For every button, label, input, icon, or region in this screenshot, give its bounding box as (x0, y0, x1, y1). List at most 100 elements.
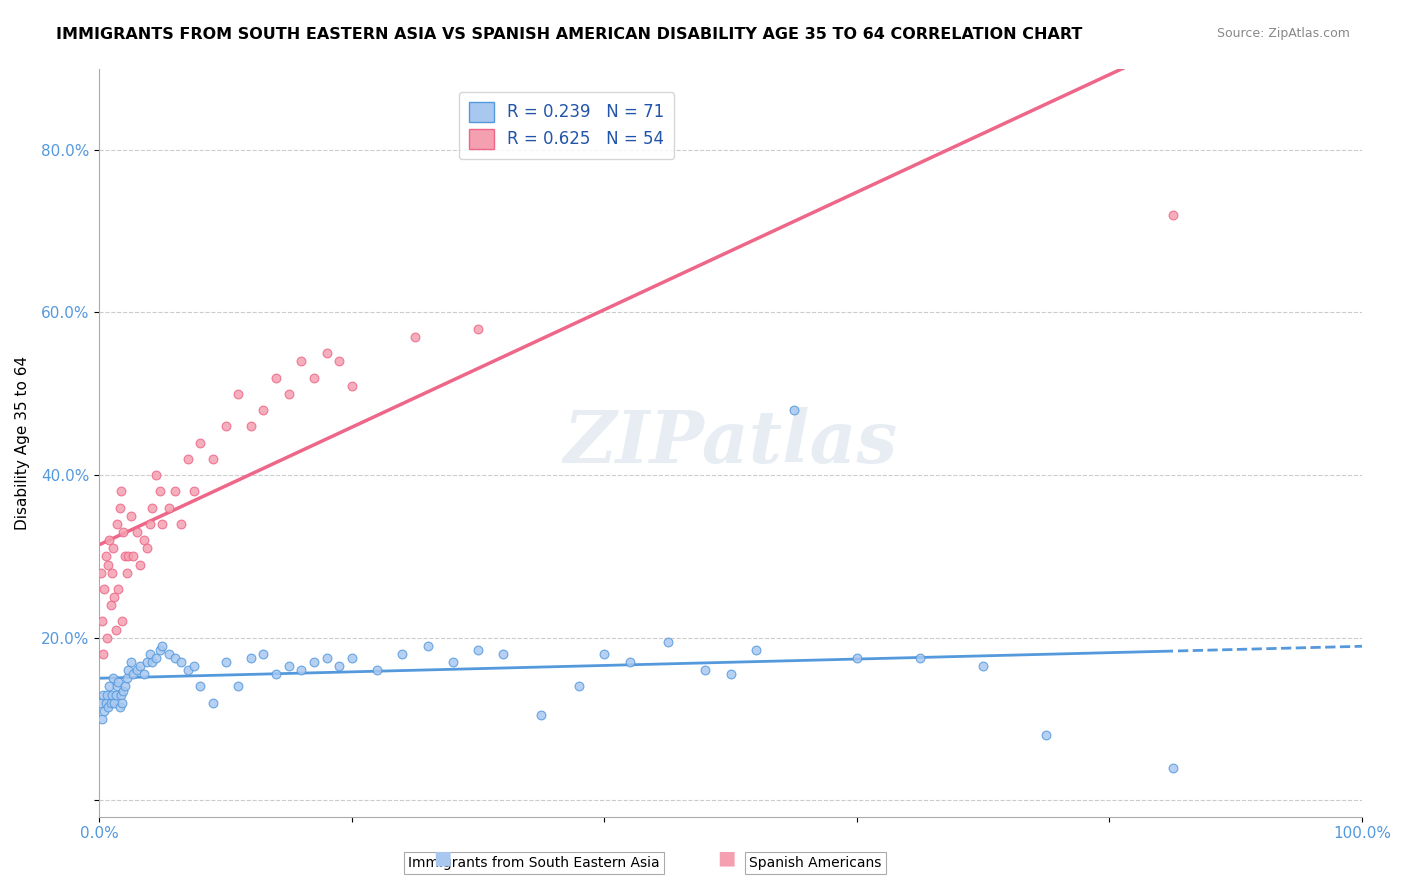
Point (114, 549, 136, 564)
Point (177, 663, 200, 677)
Point (136, 655, 159, 669)
Point (96, 688, 118, 702)
Point (94, 696, 117, 710)
Point (91, 647, 114, 661)
Point (98, 533, 121, 548)
Point (188, 435, 211, 450)
Point (315, 346, 337, 360)
Point (103, 590, 125, 604)
Text: ZIPatlas: ZIPatlas (564, 407, 897, 478)
Point (115, 672, 138, 686)
Point (492, 647, 515, 661)
Point (290, 354, 312, 368)
Point (101, 688, 124, 702)
Point (93, 582, 115, 596)
Point (441, 655, 464, 669)
Point (302, 370, 325, 384)
Point (120, 508, 142, 523)
Point (101, 566, 124, 580)
Point (122, 667, 145, 681)
Point (108, 699, 131, 714)
Point (139, 516, 162, 531)
Point (139, 647, 162, 661)
Point (117, 549, 139, 564)
Point (120, 655, 142, 669)
Point (105, 680, 128, 694)
Point (152, 639, 174, 653)
Point (214, 419, 236, 434)
Point (264, 370, 287, 384)
Point (112, 524, 135, 539)
Point (145, 651, 167, 665)
Point (128, 558, 150, 572)
Point (845, 651, 868, 665)
Point (97, 699, 120, 714)
Point (103, 541, 125, 556)
Point (972, 659, 994, 673)
Point (110, 688, 132, 702)
Point (114, 680, 136, 694)
Point (530, 708, 553, 723)
Point (94, 549, 117, 564)
Point (122, 549, 145, 564)
Point (783, 403, 806, 417)
Point (132, 533, 155, 548)
Point (226, 386, 249, 401)
Point (467, 322, 489, 336)
Point (170, 516, 193, 531)
Point (201, 451, 224, 466)
Point (239, 651, 262, 665)
Point (91, 688, 114, 702)
Point (149, 643, 172, 657)
Point (98, 680, 121, 694)
Point (111, 615, 134, 629)
Point (277, 386, 299, 401)
Point (1161, 761, 1184, 775)
Point (366, 663, 388, 677)
Point (165, 651, 187, 665)
Point (111, 696, 134, 710)
Point (100, 598, 122, 612)
Point (100, 696, 122, 710)
Point (96, 631, 118, 645)
Point (103, 696, 125, 710)
Point (720, 667, 742, 681)
Point (416, 639, 439, 653)
Point (170, 655, 193, 669)
Point (90, 696, 112, 710)
Point (183, 659, 205, 673)
Point (93, 704, 115, 718)
Point (105, 516, 128, 531)
Point (132, 667, 155, 681)
Point (177, 451, 200, 466)
Point (127, 524, 149, 539)
Point (252, 403, 274, 417)
Point (467, 643, 489, 657)
Text: Spanish Americans: Spanish Americans (749, 855, 882, 870)
Text: ■: ■ (717, 848, 737, 867)
Legend: R = 0.239   N = 71, R = 0.625   N = 54: R = 0.239 N = 71, R = 0.625 N = 54 (458, 92, 675, 159)
Point (90, 712, 112, 726)
Point (619, 655, 641, 669)
Point (1035, 728, 1057, 742)
Point (136, 541, 159, 556)
Point (112, 683, 135, 698)
Point (145, 468, 167, 483)
Point (117, 663, 139, 677)
Point (149, 484, 172, 499)
Point (593, 647, 616, 661)
Point (97, 558, 120, 572)
Text: Immigrants from South Eastern Asia: Immigrants from South Eastern Asia (409, 855, 659, 870)
Point (152, 516, 174, 531)
Point (157, 647, 180, 661)
Point (104, 623, 127, 637)
Point (302, 655, 325, 669)
Point (328, 354, 350, 368)
Point (107, 675, 129, 690)
Text: Source: ZipAtlas.com: Source: ZipAtlas.com (1216, 27, 1350, 40)
Y-axis label: Disability Age 35 to 64: Disability Age 35 to 64 (15, 356, 30, 530)
Point (226, 680, 249, 694)
Point (290, 663, 312, 677)
Point (391, 647, 413, 661)
Point (127, 663, 149, 677)
